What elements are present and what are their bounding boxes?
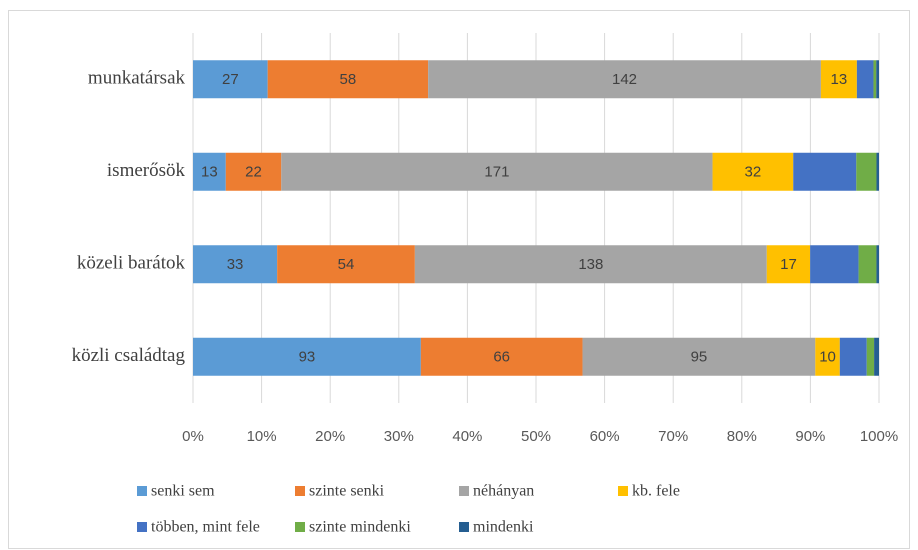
bar-segment — [820, 60, 857, 99]
data-label: 171 — [484, 164, 509, 181]
legend-label: senki sem — [151, 483, 215, 500]
data-label: 13 — [831, 71, 848, 88]
bar-segment — [866, 337, 875, 376]
legend-swatch — [295, 486, 305, 496]
legend-label: kb. fele — [632, 483, 680, 500]
legend-swatch — [295, 522, 305, 532]
bar-segment — [281, 152, 713, 191]
x-tick-label: 100% — [860, 428, 898, 445]
bar-segment — [582, 337, 816, 376]
data-label: 13 — [201, 164, 218, 181]
x-tick-label: 70% — [658, 428, 688, 445]
x-tick-label: 40% — [452, 428, 482, 445]
x-tick-label: 30% — [384, 428, 414, 445]
bar-segment — [876, 245, 879, 284]
legend-label: szinte mindenki — [309, 519, 411, 536]
data-label: 142 — [612, 71, 637, 88]
x-tick-label: 80% — [727, 428, 757, 445]
data-label: 22 — [245, 164, 262, 181]
bar-segment — [414, 245, 767, 284]
bar-segment — [815, 337, 840, 376]
bar-segment — [267, 60, 429, 99]
bar-segment — [810, 245, 859, 284]
data-label: 32 — [745, 164, 762, 181]
category-label: közli családtag — [72, 345, 186, 366]
data-label: 95 — [691, 349, 708, 366]
data-label: 138 — [578, 256, 603, 273]
bar-segment — [876, 60, 879, 99]
x-tick-label: 10% — [247, 428, 277, 445]
bar-segment — [277, 245, 415, 284]
category-label: közeli barátok — [77, 253, 186, 274]
data-label: 10 — [819, 349, 836, 366]
bar-segment — [225, 152, 282, 191]
legend-label: néhányan — [473, 483, 534, 500]
bar-segment — [856, 60, 874, 99]
bar-segment — [428, 60, 821, 99]
data-label: 17 — [780, 256, 797, 273]
bar-segment — [193, 60, 268, 99]
bar-segment — [876, 152, 879, 191]
bar-segment — [420, 337, 583, 376]
category-label: munkatársak — [88, 68, 186, 89]
bar-segment — [766, 245, 811, 284]
legend-label: többen, mint fele — [151, 519, 260, 536]
x-tick-label: 50% — [521, 428, 551, 445]
bar-segment — [793, 152, 857, 191]
legend-swatch — [137, 486, 147, 496]
bar-segment — [858, 245, 877, 284]
bar-segment — [193, 152, 226, 191]
legend-label: mindenki — [473, 519, 534, 536]
bar-segment — [193, 245, 278, 284]
data-label: 66 — [493, 349, 510, 366]
legend-swatch — [459, 522, 469, 532]
data-label: 27 — [222, 71, 239, 88]
x-tick-label: 60% — [590, 428, 620, 445]
bar-segment — [873, 60, 877, 99]
bar-segment — [839, 337, 867, 376]
bar-segment — [874, 337, 879, 376]
x-tick-label: 0% — [182, 428, 204, 445]
bar-segment — [856, 152, 877, 191]
data-label: 58 — [340, 71, 357, 88]
data-label: 33 — [227, 256, 244, 273]
x-tick-label: 90% — [795, 428, 825, 445]
legend-label: szinte senki — [309, 483, 385, 500]
bar-segment — [193, 337, 421, 376]
bar-segment — [712, 152, 794, 191]
legend-swatch — [137, 522, 147, 532]
legend-swatch — [459, 486, 469, 496]
category-label: ismerősök — [107, 160, 186, 181]
data-label: 93 — [299, 349, 316, 366]
data-label: 54 — [338, 256, 355, 273]
legend-swatch — [618, 486, 628, 496]
x-tick-label: 20% — [315, 428, 345, 445]
